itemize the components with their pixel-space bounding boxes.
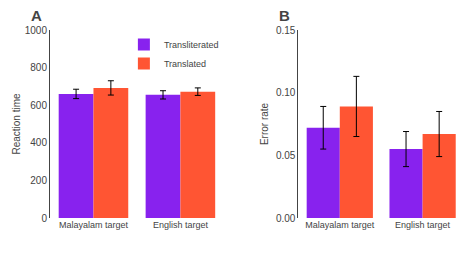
svg-text:0.00: 0.00	[276, 213, 296, 224]
svg-text:A: A	[31, 7, 42, 24]
svg-text:English target: English target	[395, 220, 451, 230]
svg-text:0.10: 0.10	[276, 87, 296, 98]
svg-text:0: 0	[41, 213, 47, 224]
svg-text:Transliterated: Transliterated	[164, 40, 219, 50]
svg-text:B: B	[279, 7, 290, 24]
svg-text:Translated: Translated	[164, 59, 206, 69]
svg-text:0.05: 0.05	[276, 150, 296, 161]
svg-text:Error rate: Error rate	[259, 102, 270, 145]
svg-text:400: 400	[30, 137, 47, 148]
svg-text:Malayalam target: Malayalam target	[305, 220, 375, 230]
svg-text:0.15: 0.15	[276, 25, 296, 36]
svg-text:600: 600	[30, 100, 47, 111]
svg-text:Reaction time: Reaction time	[11, 93, 22, 155]
svg-text:Malayalam target: Malayalam target	[59, 220, 129, 230]
svg-text:1000: 1000	[25, 25, 48, 36]
svg-text:English target: English target	[153, 220, 209, 230]
svg-text:800: 800	[30, 62, 47, 73]
svg-text:200: 200	[30, 175, 47, 186]
